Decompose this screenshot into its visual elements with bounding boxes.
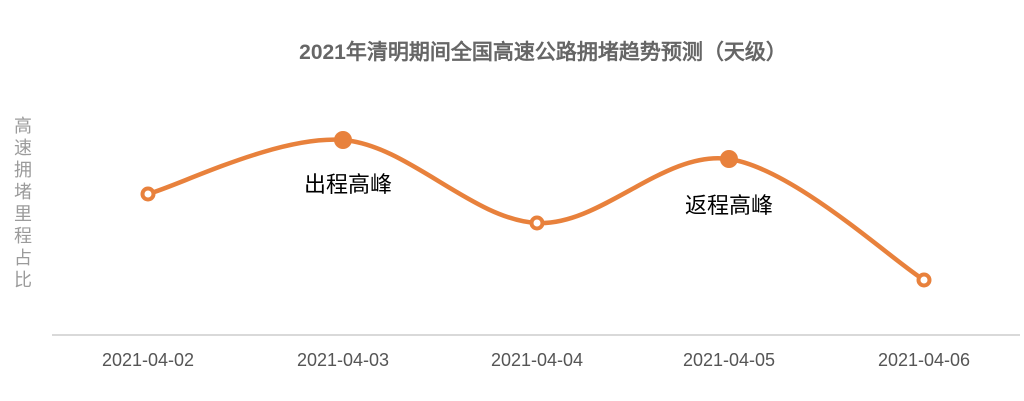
data-point-marker-hollow [140,186,156,202]
data-point-marker-hollow [529,215,545,231]
trend-line [145,137,927,283]
data-point-marker-filled [720,150,738,168]
annotation-departure-peak: 出程高峰 [304,172,393,197]
y-axis-title: 高速拥堵里程占比 [12,116,32,292]
x-axis-line [52,334,1020,336]
x-tick-label: 2021-04-06 [877,350,971,370]
annotation-return-peak: 返程高峰 [685,193,774,218]
x-tick-label: 2021-04-05 [682,350,776,370]
data-point-marker-hollow [916,272,932,288]
data-point-marker-filled [334,131,352,149]
x-tick-label: 2021-04-04 [490,350,584,370]
x-tick-label: 2021-04-02 [101,350,195,370]
chart-title: 2021年清明期间全国高速公路拥堵趋势预测（天级） [299,41,787,64]
x-tick-label: 2021-04-03 [296,350,390,370]
